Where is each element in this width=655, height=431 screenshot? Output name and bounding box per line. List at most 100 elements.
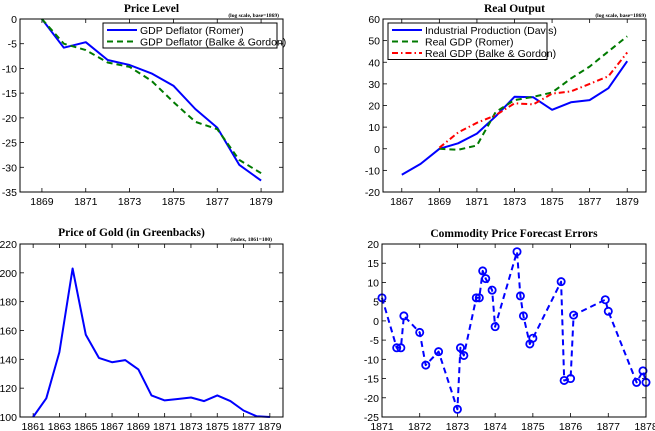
data-point (452, 404, 462, 414)
y-tick-label: 0 (373, 316, 379, 328)
series-line-0 (401, 60, 629, 176)
x-tick-label: 1871 (74, 196, 98, 208)
y-tick-label: 60 (368, 14, 380, 26)
y-tick-label: -15 (364, 374, 379, 386)
x-tick-label: 1861 (21, 421, 45, 431)
y-tick-label: 220 (0, 239, 17, 251)
y-tick-label: -10 (2, 63, 17, 75)
x-tick-label: 1867 (100, 421, 124, 431)
y-tick-label: 20 (367, 239, 379, 251)
series-line-1 (41, 18, 262, 175)
data-point (399, 311, 409, 321)
y-tick-label: -25 (2, 138, 17, 150)
data-point (638, 366, 648, 376)
legend-label: GDP Deflator (Romer) (140, 25, 244, 37)
data-point (569, 310, 579, 320)
y-tick-label: 200 (0, 268, 17, 280)
legend-box (102, 22, 278, 49)
y-tick-label: 180 (0, 297, 17, 309)
y-tick-label: -5 (370, 335, 379, 347)
panel-3: Commodity Price Forecast Errors 1871 1872 1… (364, 228, 655, 431)
data-point (512, 247, 522, 257)
x-tick-label: 1877 (597, 421, 621, 431)
y-tick-label: -20 (2, 113, 17, 125)
x-tick-label: 1871 (465, 196, 489, 208)
y-tick-label: 50 (368, 36, 380, 48)
y-tick-label: -35 (2, 187, 17, 199)
x-tick-label: 1869 (127, 421, 151, 431)
legend-label: Real GDP (Balke & Gordon) (425, 48, 556, 60)
y-tick-label: -10 (364, 354, 379, 366)
y-tick-label: 160 (0, 326, 17, 338)
legend-label: Real GDP (Romer) (425, 37, 514, 49)
x-tick-label: 1871 (370, 421, 394, 431)
y-tick-label: 20 (368, 101, 380, 113)
data-point (490, 322, 500, 332)
panel-0: Price Level (log scale, base=1869) 1869 187… (2, 3, 286, 208)
series-line-0 (32, 267, 270, 418)
data-point (515, 291, 525, 301)
panel-1: Real Output (log scale, base=1869) 1867 186… (365, 3, 647, 208)
y-tick-label: -5 (8, 39, 17, 51)
y-tick-label: 10 (368, 122, 380, 134)
legend-label: GDP Deflator (Balke & Gordon) (140, 37, 286, 49)
axes-frame (381, 243, 647, 418)
chart-title: Price Level (124, 3, 179, 15)
x-tick-label: 1875 (540, 196, 564, 208)
y-tick-label: 15 (367, 258, 379, 270)
x-tick-label: 1877 (578, 196, 602, 208)
y-tick-label: -15 (2, 88, 17, 100)
data-point (528, 333, 538, 343)
x-tick-label: 1877 (206, 196, 230, 208)
legend-label: Industrial Production (Davis) (425, 25, 557, 37)
y-tick-label: 10 (367, 277, 379, 289)
x-tick-label: 1876 (559, 421, 583, 431)
data-point (471, 293, 481, 303)
y-tick-label: -25 (364, 412, 379, 424)
data-point (481, 274, 491, 284)
x-tick-label: 1873 (503, 196, 527, 208)
y-tick-label: 140 (0, 354, 17, 366)
x-tick-label: 1869 (30, 196, 54, 208)
data-point (434, 347, 444, 357)
data-point (603, 306, 613, 316)
series-line-2 (438, 51, 628, 149)
data-point (478, 266, 488, 276)
data-point (455, 343, 465, 353)
series-line-1 (439, 35, 628, 151)
y-tick-label: 5 (373, 297, 379, 309)
x-tick-label: 1875 (206, 421, 230, 431)
x-tick-label: 1872 (408, 421, 432, 431)
chart-subtitle: (index, 1861=100) (230, 236, 272, 243)
x-tick-label: 1879 (258, 421, 282, 431)
x-tick-label: 1867 (390, 196, 414, 208)
data-point (566, 374, 576, 384)
axes-frame (19, 18, 284, 193)
x-tick-label: 1879 (249, 196, 273, 208)
data-point (556, 277, 566, 287)
y-tick-label: -20 (365, 187, 380, 199)
chart-title: Real Output (484, 3, 545, 15)
data-point (392, 343, 402, 353)
y-tick-label: 120 (0, 383, 17, 395)
legend: GDP Deflator (Romer)GDP Deflator (Balke … (102, 22, 286, 49)
x-tick-label: 1873 (179, 421, 203, 431)
axes-frame (382, 18, 647, 193)
x-tick-label: 1873 (446, 421, 470, 431)
y-tick-label: 100 (0, 412, 17, 424)
y-tick-label: 0 (11, 14, 17, 26)
y-tick-label: 30 (368, 79, 380, 91)
y-tick-label: -10 (365, 165, 380, 177)
y-tick-label: -30 (2, 162, 17, 174)
chart-title: Commodity Price Forecast Errors (430, 228, 598, 240)
x-tick-label: 1875 (162, 196, 186, 208)
data-point (518, 311, 528, 321)
x-tick-label: 1878 (634, 421, 655, 431)
x-tick-label: 1865 (74, 421, 98, 431)
y-tick-label: 0 (374, 144, 380, 156)
data-point (396, 343, 406, 353)
x-tick-label: 1869 (428, 196, 452, 208)
legend: Industrial Production (Davis)Real GDP (R… (387, 22, 557, 60)
